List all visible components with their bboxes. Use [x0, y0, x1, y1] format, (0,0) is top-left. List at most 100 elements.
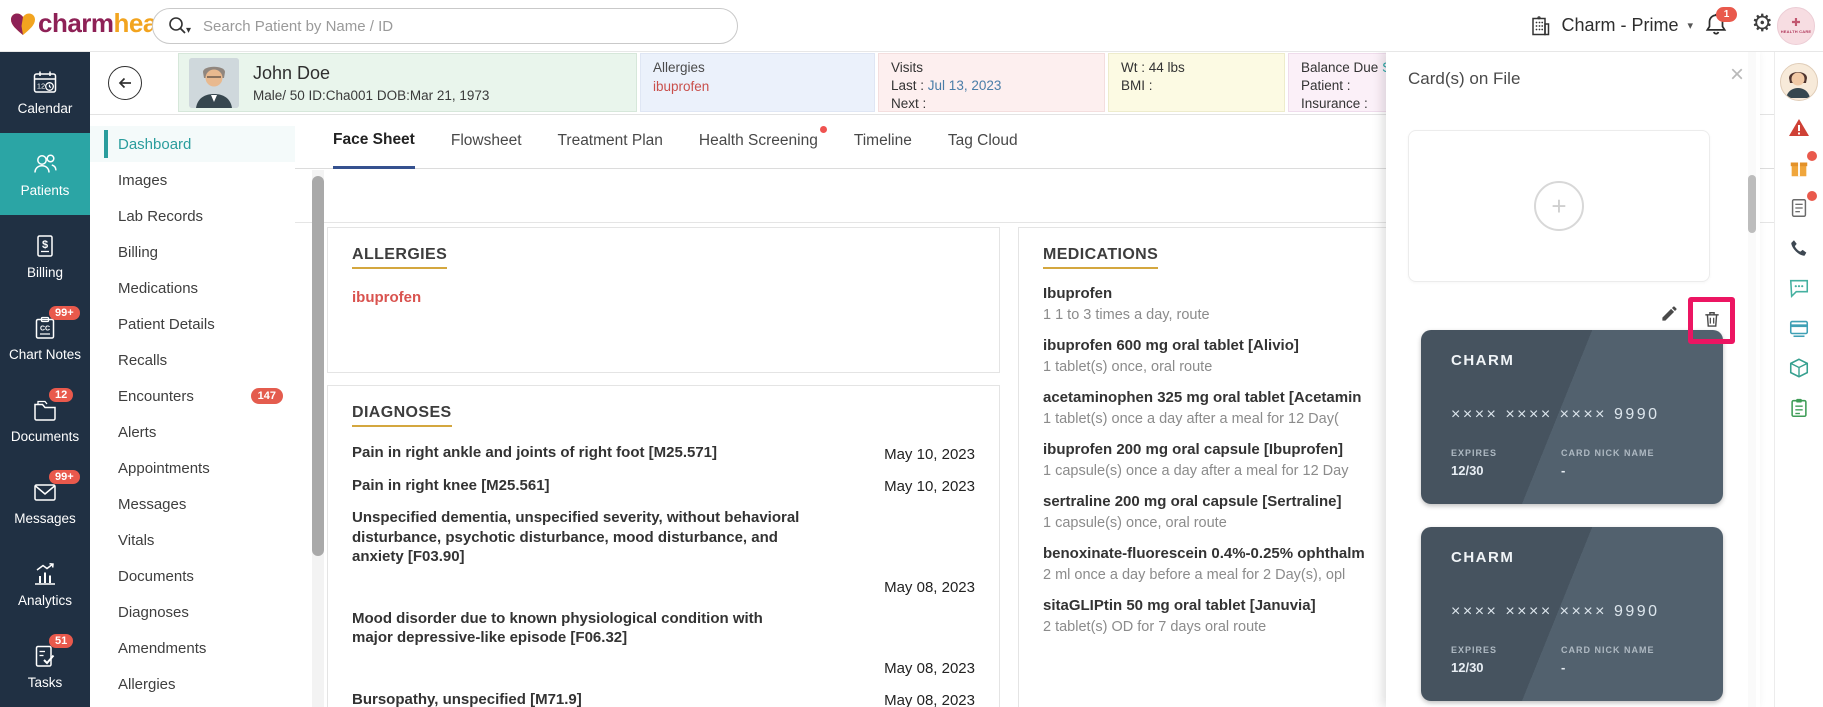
search-filter-caret-icon[interactable]: ▾ — [186, 24, 192, 36]
tab-health-screening[interactable]: Health Screening — [699, 114, 827, 169]
patient-nav-amendments[interactable]: Amendments — [90, 630, 295, 666]
practice-name[interactable]: Charm - Prime — [1561, 15, 1679, 35]
tab-label: Treatment Plan — [557, 132, 663, 149]
svg-text:12: 12 — [37, 82, 45, 91]
tab-timeline[interactable]: Timeline — [854, 114, 912, 169]
nav-label: Amendments — [118, 639, 207, 657]
patient-nav-appointments[interactable]: Appointments — [90, 450, 295, 486]
medication-detail: 1 tablet(s) once a day after a meal for … — [1043, 411, 1339, 427]
diagnosis-date: May 10, 2023 — [884, 478, 975, 495]
sidebar-item-patients[interactable]: Patients — [0, 133, 90, 215]
patient-nav-recalls[interactable]: Recalls — [90, 342, 295, 378]
allergy-item[interactable]: ibuprofen — [352, 289, 422, 306]
practice-caret-icon[interactable]: ▾ — [1687, 20, 1693, 32]
patient-nav-tasks[interactable]: Tasks — [90, 702, 295, 707]
panel-title: Card(s) on File — [1408, 69, 1521, 88]
patient-search-box[interactable]: ▾ — [152, 8, 738, 44]
panel-scrollbar-track[interactable] — [1748, 51, 1756, 707]
medication-row[interactable]: benoxinate-fluorescein 0.4%-0.25% ophtha… — [1043, 545, 1473, 583]
patient-nav-diagnoses[interactable]: Diagnoses — [90, 594, 295, 630]
rewards-gift-icon[interactable] — [1786, 151, 1817, 181]
medication-row[interactable]: sertraline 200 mg oral capsule [Sertrali… — [1043, 493, 1473, 531]
sidebar-item-messages[interactable]: 99+ Messages — [0, 461, 90, 543]
patient-nav-documents[interactable]: Documents — [90, 558, 295, 594]
medication-name: sertraline 200 mg oral capsule [Sertrali… — [1043, 493, 1342, 510]
panel-scrollbar-thumb[interactable] — [1748, 175, 1756, 233]
patient-nav-billing[interactable]: Billing — [90, 234, 295, 270]
patient-nav-dashboard[interactable]: Dashboard — [90, 126, 295, 162]
practice-avatar[interactable]: ✚ HEALTH CARE — [1777, 7, 1815, 45]
forms-document-icon[interactable] — [1786, 191, 1817, 221]
back-button[interactable] — [108, 66, 142, 100]
patient-nav-allergies[interactable]: Allergies — [90, 666, 295, 702]
header-allergies-box[interactable]: Allergies ibuprofen — [640, 53, 875, 112]
diagnosis-row[interactable]: Unspecified dementia, unspecified severi… — [352, 508, 975, 596]
card-expires-value: 12/30 — [1451, 463, 1484, 478]
patient-nav-images[interactable]: Images — [90, 162, 295, 198]
sidebar-item-billing[interactable]: $ Billing — [0, 215, 90, 297]
content-scrollbar-thumb[interactable] — [312, 176, 324, 556]
diagnosis-row[interactable]: Mood disorder due to known physiological… — [352, 609, 975, 677]
package-box-icon[interactable] — [1786, 355, 1812, 381]
medication-row[interactable]: ibuprofen 200 mg oral capsule [Ibuprofen… — [1043, 441, 1473, 479]
medication-row[interactable]: acetaminophen 325 mg oral tablet [Acetam… — [1043, 389, 1473, 427]
settings-gear-icon[interactable]: ⚙ — [1751, 10, 1773, 37]
credit-card[interactable]: CHARM ×××× ×××× ×××× 9990 EXPIRES 12/30 … — [1421, 527, 1723, 701]
chat-bubble-icon[interactable] — [1786, 275, 1812, 301]
patient-name: John Doe — [253, 62, 331, 83]
balance-label: Balance Due — [1301, 60, 1379, 75]
alert-triangle-icon[interactable] — [1786, 115, 1812, 141]
medications-list: Ibuprofen 1 1 to 3 times a day, route ib… — [1043, 285, 1473, 635]
tab-flowsheet[interactable]: Flowsheet — [451, 114, 522, 169]
patient-summary-card[interactable]: John Doe Male/ 50 ID:Cha001 DOB:Mar 21, … — [178, 53, 637, 112]
sidebar-label: Chart Notes — [8, 347, 82, 362]
visits-last-date: Jul 13, 2023 — [927, 78, 1002, 93]
add-card-plus-icon[interactable]: + — [1534, 181, 1584, 231]
tab-face-sheet[interactable]: Face Sheet — [333, 114, 415, 169]
card-nickname-value: - — [1561, 463, 1566, 478]
edit-card-icon[interactable] — [1660, 304, 1679, 323]
patient-nav-messages[interactable]: Messages — [90, 486, 295, 522]
delete-card-icon[interactable] — [1702, 309, 1722, 329]
patient-details: Male/ 50 ID:Cha001 DOB:Mar 21, 1973 — [253, 87, 490, 103]
tab-label: Flowsheet — [450, 132, 522, 149]
notifications-button[interactable]: 1 — [1703, 7, 1737, 40]
search-icon[interactable] — [167, 15, 189, 37]
practice-selector[interactable]: Charm - Prime ▾ — [1528, 0, 1693, 51]
sidebar-item-chart-notes[interactable]: CC 99+ Chart Notes — [0, 297, 90, 379]
close-icon[interactable]: × — [1729, 61, 1744, 88]
sidebar-item-analytics[interactable]: Analytics — [0, 543, 90, 625]
medication-row[interactable]: Ibuprofen 1 1 to 3 times a day, route — [1043, 285, 1473, 323]
phone-icon[interactable] — [1786, 235, 1812, 261]
card-expires-label: EXPIRES — [1451, 645, 1498, 655]
tab-tag-cloud[interactable]: Tag Cloud — [948, 114, 1018, 169]
checklist-clipboard-icon[interactable] — [1786, 395, 1812, 421]
credit-card[interactable]: CHARM ×××× ×××× ×××× 9990 EXPIRES 12/30 … — [1421, 330, 1723, 504]
back-arrow-icon — [118, 77, 131, 89]
sidebar-item-tasks[interactable]: 51 Tasks — [0, 625, 90, 707]
patient-nav-alerts[interactable]: Alerts — [90, 414, 295, 450]
patient-nav-vitals[interactable]: Vitals — [90, 522, 295, 558]
assistant-avatar[interactable] — [1780, 63, 1818, 101]
tab-treatment-plan[interactable]: Treatment Plan — [558, 114, 663, 169]
header-vitals-box[interactable]: Wt : 44 lbs BMI : — [1108, 53, 1285, 112]
patient-nav-lab-records[interactable]: Lab Records — [90, 198, 295, 234]
medication-row[interactable]: ibuprofen 600 mg oral tablet [Alivio] 1 … — [1043, 337, 1473, 375]
sidebar-item-calendar[interactable]: 12 Calendar — [0, 51, 90, 133]
search-input[interactable] — [201, 16, 723, 36]
patient-nav-medications[interactable]: Medications — [90, 270, 295, 306]
visits-label: Visits — [891, 60, 924, 75]
sidebar-item-documents[interactable]: 12 Documents — [0, 379, 90, 461]
forms-badge-dot — [1807, 191, 1817, 201]
patient-nav-encounters[interactable]: Encounters 147 — [90, 378, 295, 414]
header-visits-box[interactable]: Visits Last : Jul 13, 2023 Next : — [878, 53, 1105, 112]
add-card-box[interactable]: + — [1408, 130, 1710, 282]
diagnosis-row[interactable]: Bursopathy, unspecified [M71.9] May 08, … — [352, 690, 975, 707]
patient-nav-patient-details[interactable]: Patient Details — [90, 306, 295, 342]
diagnosis-row[interactable]: Pain in right ankle and joints of right … — [352, 443, 975, 463]
medication-detail: 1 capsule(s) once, oral route — [1043, 515, 1227, 531]
payment-terminal-icon[interactable] — [1786, 315, 1812, 341]
medication-row[interactable]: sitaGLIPtin 50 mg oral tablet [Januvia] … — [1043, 597, 1473, 635]
diagnosis-row[interactable]: Pain in right knee [M25.561] May 10, 202… — [352, 476, 975, 496]
